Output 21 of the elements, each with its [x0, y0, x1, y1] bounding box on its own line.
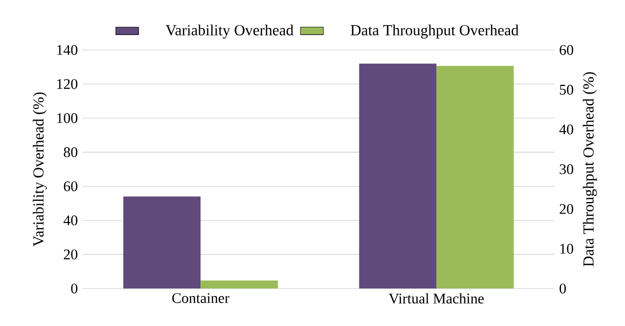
y-tick-label: 80	[64, 147, 78, 157]
y2-tick-label: 20	[560, 204, 574, 214]
legend-label: Variability Overhead	[166, 24, 294, 38]
x-tick-label: Virtual Machine	[388, 292, 484, 304]
y2-tick-label: 60	[560, 44, 574, 55]
y-axis-title: Variability Overhead (%)	[32, 92, 47, 246]
y-tick-label: 120	[57, 78, 78, 89]
y2-tick-label: 50	[560, 84, 574, 94]
y-tick-label: 20	[64, 249, 78, 260]
y2-tick-label: 30	[560, 164, 574, 174]
y2-tick-label: 10	[560, 244, 574, 254]
y2-axis-title: Data Throughput Overhead (%)	[582, 72, 597, 266]
y2-tick-label: 0	[560, 283, 566, 294]
y-tick-label: 140	[57, 44, 78, 55]
y-tick-label: 60	[64, 181, 78, 191]
legend-label: Data Throughput Overhead	[350, 24, 519, 38]
x-tick-label: Container	[172, 292, 230, 303]
y2-tick-label: 40	[559, 124, 574, 134]
y-tick-label: 40	[64, 215, 78, 226]
y-tick-label: 0	[71, 283, 78, 294]
y-tick-label: 100	[57, 112, 78, 123]
